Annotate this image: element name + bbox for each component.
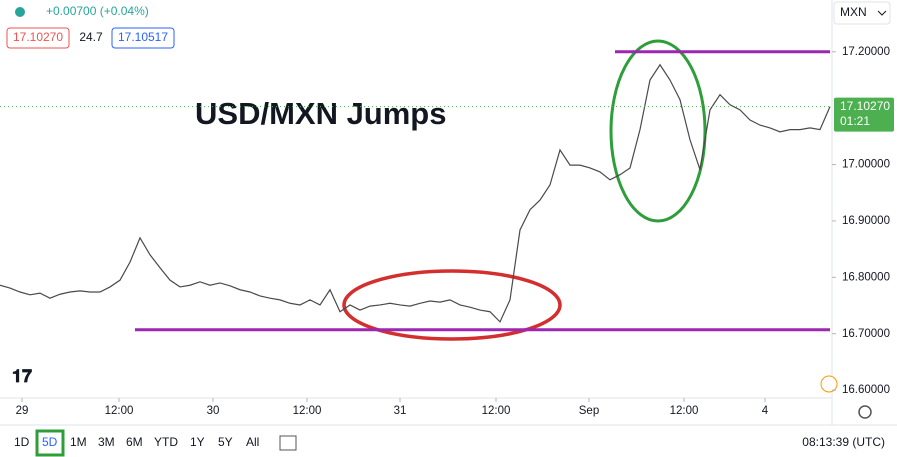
range-button[interactable]: 1M [70,435,87,449]
range-selected[interactable] [35,429,65,457]
range-ellipse [342,269,562,341]
bid-box[interactable] [6,27,70,49]
y-tick-label: 16.60000 [842,384,890,396]
range-button[interactable]: 3M [98,435,115,449]
symbol-menu[interactable]: MXN [840,5,867,19]
price-line [0,63,831,323]
x-tick-label: Sep [579,405,599,417]
x-tick-label: 12:00 [105,405,134,417]
change: +0.00700 (+0.04%) [46,4,149,18]
y-tick-label: 16.90000 [842,215,890,227]
x-tick-label: 31 [394,405,407,417]
symbol-menu-box[interactable] [833,1,891,25]
bid[interactable]: 17.10270 [13,30,63,44]
annotation: USD/MXN Jumps [195,96,446,131]
y-tick-label: 17.00000 [842,159,890,171]
x-tick-label: 4 [762,405,769,417]
range-button[interactable]: YTD [154,435,178,449]
alert-icon[interactable] [820,375,838,393]
y-tick-label: 17.20000 [842,46,890,58]
range-button[interactable]: 5Y [218,435,233,449]
last-price-label: 17.10270 [840,99,890,113]
spread: 24.7 [79,30,103,44]
clock: 08:13:39 (UTC) [802,435,885,449]
ask[interactable]: 17.10517 [118,30,168,44]
x-tick-label: 29 [16,405,29,417]
last-price-box [834,97,894,132]
settings-icon[interactable] [858,405,872,419]
countdown: 01:21 [840,114,870,128]
range-button[interactable]: 1Y [190,435,205,449]
range-button[interactable]: 1D [14,435,30,449]
x-tick-label: 12:00 [482,405,511,417]
range-button[interactable]: 6M [126,435,143,449]
range-button[interactable]: All [246,435,259,449]
menu-caret[interactable] [877,10,887,16]
jump-ellipse [609,39,707,223]
status-dot [15,7,25,17]
range-button[interactable]: 5D [42,435,58,449]
x-tick-label: 30 [207,405,220,417]
x-tick-label: 12:00 [293,405,322,417]
date-range-icon[interactable] [279,435,297,451]
ask-box[interactable] [111,27,175,49]
x-tick-label: 12:00 [670,405,699,417]
logo: 𝟏𝟕 [12,366,32,386]
y-tick-label: 16.70000 [842,328,890,340]
y-tick-label: 16.80000 [842,271,890,283]
